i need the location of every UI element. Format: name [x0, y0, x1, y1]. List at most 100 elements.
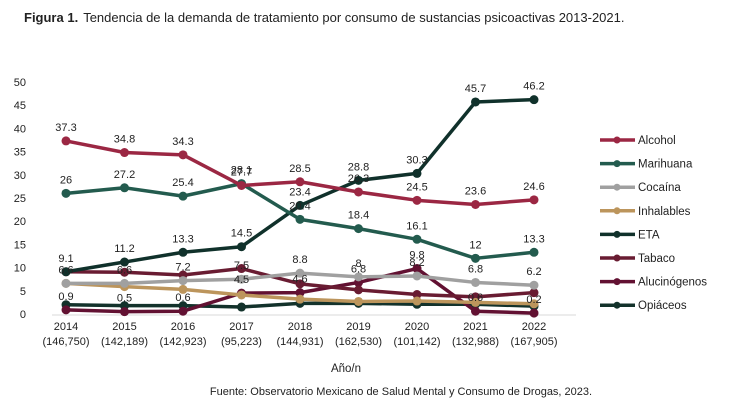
data-point	[295, 214, 305, 224]
data-label: 11.2	[114, 243, 135, 255]
x-axis: 2014 (146,750) 2015 (142,189) 2016 (142,923) 2…	[42, 321, 557, 348]
data-point	[354, 187, 363, 197]
data-point	[61, 136, 71, 146]
data-label: 27.7	[231, 166, 252, 178]
data-label: 23.6	[465, 185, 486, 197]
y-tick-label: 40	[14, 123, 26, 135]
data-point	[237, 264, 246, 274]
data-label: 9.1	[58, 253, 73, 265]
data-point	[295, 200, 305, 210]
data-point	[178, 306, 188, 316]
data-point	[412, 234, 422, 244]
data-label: 8	[355, 258, 361, 270]
x-tick-n-label: (146,750)	[42, 336, 89, 348]
data-point	[471, 297, 480, 307]
data-label: 26.3	[348, 173, 369, 185]
legend-item: Opiáceos	[600, 300, 687, 312]
data-label: 34.3	[172, 136, 193, 148]
x-tick-n-label: (132,988)	[452, 336, 499, 348]
data-point	[237, 274, 246, 284]
data-label: 24.5	[406, 181, 427, 193]
x-tick-label: 2016	[171, 321, 195, 333]
data-point	[354, 224, 363, 234]
legend-item: Marihuana	[600, 159, 693, 171]
data-point	[61, 267, 71, 277]
y-tick-label: 10	[14, 263, 26, 275]
data-label: 12	[469, 239, 481, 251]
data-point	[61, 278, 71, 288]
data-point	[354, 272, 363, 282]
data-point	[295, 268, 305, 278]
data-point	[120, 278, 129, 288]
legend: Alcohol Marihuana Cocaína Inhalables ETA Taba…	[600, 135, 707, 312]
x-tick-label: 2022	[522, 321, 546, 333]
figure-label: Figura 1.	[24, 10, 79, 25]
data-label: 0.5	[117, 293, 132, 305]
legend-label: Marihuana	[638, 159, 693, 171]
x-tick-n-label: (142,189)	[101, 336, 148, 348]
x-tick-label: 2015	[112, 321, 136, 333]
data-label: 13.3	[523, 233, 544, 245]
data-label: 8.8	[292, 254, 307, 266]
data-point	[295, 177, 305, 187]
data-label: 0.2	[526, 294, 541, 306]
data-point	[120, 183, 129, 193]
x-tick-n-label: (144,931)	[276, 336, 323, 348]
x-tick-label: 2014	[54, 321, 78, 333]
y-tick-label: 25	[14, 193, 26, 205]
series-marihuana	[61, 179, 539, 263]
data-point	[178, 276, 188, 286]
data-point	[529, 195, 539, 205]
data-label: 30.3	[406, 154, 427, 166]
data-point	[178, 191, 188, 201]
data-point	[412, 264, 422, 274]
data-label: 26	[60, 174, 72, 186]
y-tick-label: 35	[14, 147, 26, 159]
legend-swatch-marker	[613, 136, 621, 144]
legend-swatch-marker	[613, 230, 621, 238]
x-tick-n-label: (95,223)	[221, 336, 262, 348]
legend-label: Alcohol	[638, 135, 676, 147]
legend-swatch-marker	[613, 183, 621, 191]
legend-item: Alucinógenos	[600, 277, 707, 289]
series-group	[61, 95, 539, 318]
data-point	[471, 199, 480, 209]
data-label: 28.5	[289, 163, 310, 175]
y-axis: 0 5 10 15 20 25 30 35 40 45 50	[14, 77, 26, 321]
data-label: 24.6	[523, 181, 544, 193]
data-label: 6.8	[468, 263, 483, 275]
data-point	[412, 290, 422, 300]
legend-item: ETA	[600, 229, 660, 241]
legend-item: Inhalables	[600, 206, 691, 218]
y-tick-label: 50	[14, 77, 26, 89]
data-label: 13.3	[172, 233, 193, 245]
data-label: 16.1	[406, 220, 427, 232]
y-tick-label: 15	[14, 239, 26, 251]
x-tick-n-label: (142,923)	[159, 336, 206, 348]
x-axis-title: Año/n	[331, 363, 361, 375]
data-point	[529, 308, 539, 318]
x-tick-label: 2019	[346, 321, 370, 333]
legend-label: Alucinógenos	[638, 277, 707, 289]
legend-label: Cocaína	[638, 182, 681, 194]
data-label: 9.8	[409, 250, 424, 262]
data-label: 18.4	[348, 210, 369, 222]
data-label: 20.4	[289, 200, 310, 212]
data-label: 4.6	[292, 274, 307, 286]
data-point	[471, 277, 480, 287]
data-point	[354, 296, 363, 306]
data-label: 0.6	[175, 292, 190, 304]
data-label: 8.2	[409, 257, 424, 269]
data-label: 28.8	[348, 161, 369, 173]
series-eta	[61, 95, 539, 277]
data-label: 37.3	[55, 122, 76, 134]
data-label: 23.4	[289, 186, 310, 198]
data-label: 6.8	[351, 263, 366, 275]
source-note: Fuente: Observatorio Mexicano de Salud M…	[209, 386, 593, 398]
data-point	[529, 299, 539, 309]
data-label: 7.2	[175, 262, 190, 274]
data-point	[529, 247, 539, 257]
data-point	[529, 280, 539, 290]
data-point	[61, 305, 71, 315]
data-label: 14.5	[231, 228, 252, 240]
